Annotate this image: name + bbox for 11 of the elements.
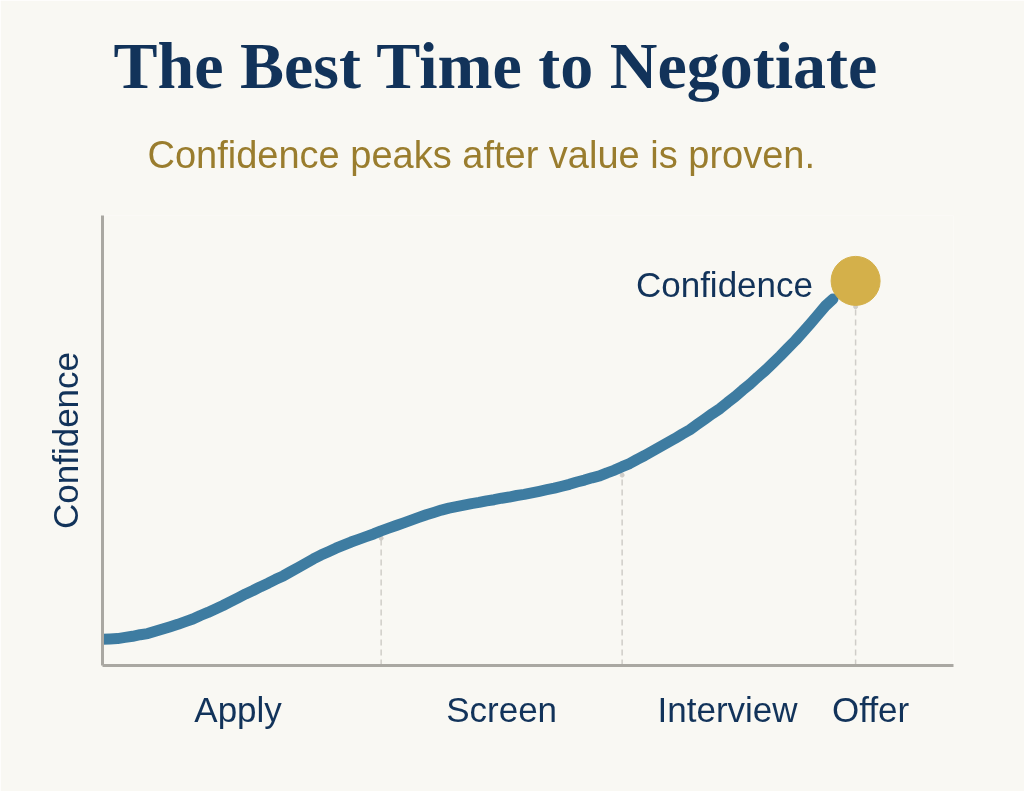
y-axis-title: Confidence <box>45 351 85 530</box>
point <box>378 535 384 541</box>
point <box>830 255 881 306</box>
x-tick-label: Apply <box>194 689 283 729</box>
x-tick-label: Offer <box>832 689 910 729</box>
x-tick-label: Screen <box>446 689 558 729</box>
series-label: Confidence <box>635 265 814 305</box>
x-tick-label: Interview <box>657 689 799 729</box>
chart-subtitle: Confidence peaks after value is proven. <box>147 133 816 176</box>
point <box>619 472 625 478</box>
chart-title: The Best Time to Negotiate <box>113 29 878 102</box>
